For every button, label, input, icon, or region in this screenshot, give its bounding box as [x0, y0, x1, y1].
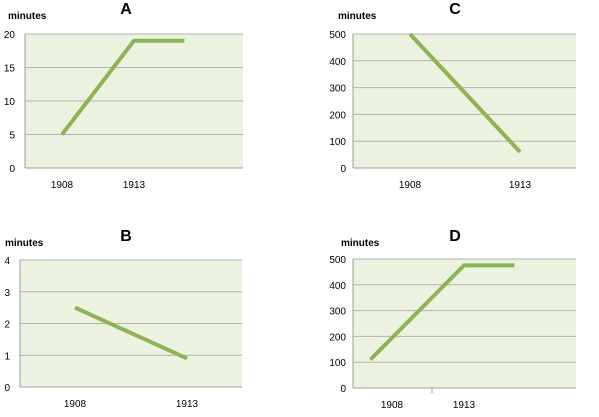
chart-a-ytick-label: 0 — [9, 164, 15, 175]
chart-d-plot-area — [353, 259, 576, 388]
chart-a-ytick-label: 5 — [9, 131, 15, 142]
chart-b-gridlines — [20, 259, 242, 356]
chart-b-ytick-label: 2 — [4, 320, 10, 331]
chart-d-y-ticks: 0 100 200 300 400 500 — [329, 255, 346, 395]
chart-a-xtick-label: 1908 — [51, 180, 74, 191]
chart-d-ytick-label: 300 — [329, 307, 346, 318]
chart-b-ytick-label: 0 — [4, 383, 10, 394]
chart-c-xtick-label: 1908 — [399, 180, 422, 191]
chart-d-xtick-label: 1913 — [453, 400, 476, 411]
chart-a-xtick-label: 1913 — [123, 180, 146, 191]
chart-c-series-line — [408, 32, 522, 154]
chart-c-xtick-label: 1913 — [509, 180, 532, 191]
chart-d-title: D — [449, 228, 461, 245]
chart-d-ytick-label: 0 — [340, 384, 346, 395]
chart-c-ytick-label: 400 — [329, 57, 346, 68]
chart-d-x-ticks: 1908 1913 — [381, 400, 476, 411]
chart-d: D minutes 0 100 200 300 400 500 1908 191… — [329, 228, 576, 411]
chart-b: B minutes 0 1 2 3 4 1908 1913 — [4, 228, 242, 410]
chart-a-ytick-label: 10 — [4, 97, 16, 108]
chart-c: C minutes 0 100 200 300 400 500 1908 191… — [329, 1, 576, 191]
chart-d-series-line — [368, 263, 515, 362]
chart-d-ytick-label: 100 — [329, 358, 346, 369]
chart-b-xtick-label: 1913 — [176, 399, 199, 410]
chart-a-ytick-label: 20 — [4, 30, 16, 41]
chart-b-ytick-label: 1 — [4, 351, 10, 362]
chart-b-ylabel: minutes — [5, 238, 44, 249]
chart-a-ylabel: minutes — [8, 11, 47, 22]
chart-c-ylabel: minutes — [338, 11, 377, 22]
chart-c-ytick-label: 200 — [329, 110, 346, 121]
chart-b-xtick-label: 1908 — [64, 399, 87, 410]
chart-c-ytick-label: 100 — [329, 137, 346, 148]
chart-a-ytick-label: 15 — [4, 64, 16, 75]
chart-a-series-line — [60, 38, 185, 136]
chart-d-ytick-label: 500 — [329, 255, 346, 266]
chart-d-gridlines — [353, 258, 576, 363]
chart-a-y-ticks: 0 5 10 15 20 — [4, 30, 16, 175]
chart-c-y-ticks: 0 100 200 300 400 500 — [329, 30, 346, 175]
chart-a-gridlines — [25, 33, 243, 135]
chart-c-ytick-label: 0 — [340, 164, 346, 175]
chart-a: A minutes 0 5 10 15 20 1908 1913 — [4, 1, 243, 191]
chart-c-plot-area — [353, 34, 576, 168]
chart-c-x-ticks: 1908 1913 — [399, 180, 532, 191]
chart-c-gridlines — [353, 33, 576, 142]
chart-c-ytick-label: 500 — [329, 30, 346, 41]
chart-a-x-ticks: 1908 1913 — [51, 180, 146, 191]
chart-d-ylabel: minutes — [341, 238, 380, 249]
chart-a-title: A — [120, 1, 132, 18]
chart-d-ytick-label: 200 — [329, 332, 346, 343]
chart-b-y-ticks: 0 1 2 3 4 — [4, 256, 10, 394]
chart-b-ytick-label: 4 — [4, 256, 10, 267]
chart-d-ytick-label: 400 — [329, 281, 346, 292]
chart-b-series-line — [74, 305, 188, 361]
chart-c-ytick-label: 300 — [329, 84, 346, 95]
chart-d-xtick-label: 1908 — [381, 400, 404, 411]
chart-b-ytick-label: 3 — [4, 288, 10, 299]
chart-b-x-ticks: 1908 1913 — [64, 399, 199, 410]
chart-c-title: C — [449, 1, 461, 18]
chart-b-title: B — [120, 228, 132, 245]
